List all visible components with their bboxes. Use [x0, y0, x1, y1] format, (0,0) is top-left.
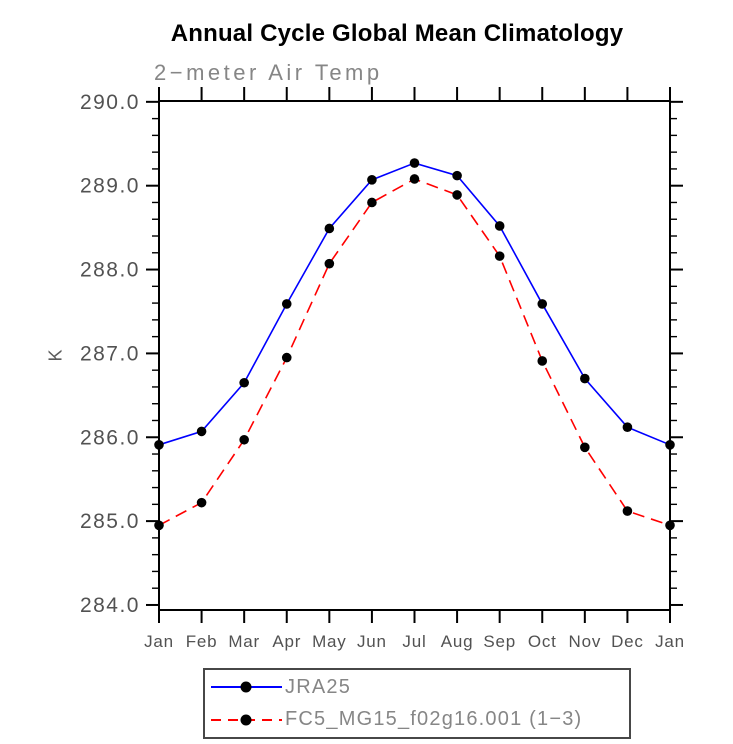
- data-point: [494, 221, 505, 231]
- x-tick-label: Apr: [272, 632, 301, 651]
- data-point: [281, 299, 292, 309]
- data-point: [665, 440, 675, 450]
- legend-label: FC5_MG15_f02g16.001 (1−3): [285, 708, 583, 731]
- x-tick-label: Sep: [483, 632, 516, 651]
- data-point: [367, 175, 377, 185]
- x-tick-label: Oct: [528, 632, 557, 651]
- y-tick-label: 284.0: [80, 594, 140, 617]
- data-point: [196, 426, 207, 437]
- data-point: [154, 520, 164, 531]
- x-tick-label: Dec: [611, 632, 644, 651]
- data-point: [537, 299, 548, 309]
- data-point: [452, 170, 462, 181]
- y-tick-label: 289.0: [80, 175, 140, 198]
- x-tick-label: Feb: [186, 632, 218, 651]
- series-line-jra25: [158, 162, 671, 446]
- data-point: [281, 352, 292, 363]
- x-tick-label: May: [312, 632, 347, 651]
- data-point: [367, 197, 377, 208]
- y-tick-label: 288.0: [80, 259, 140, 282]
- chart-subtitle: 2−meter Air Temp: [154, 60, 383, 85]
- y-tick-label: 290.0: [80, 91, 140, 114]
- x-tick-label: Aug: [441, 632, 474, 651]
- x-tick-label: Jan: [655, 632, 685, 651]
- x-tick-label: Nov: [569, 632, 602, 651]
- data-point: [622, 422, 633, 432]
- series-line-fc5-mg15-f02g16-001-1-3-: [158, 178, 671, 527]
- x-tick-label: Jul: [402, 632, 426, 651]
- data-point: [324, 258, 335, 269]
- legend-row: JRA25: [208, 672, 629, 702]
- data-point: [580, 373, 590, 384]
- legend-box: JRA25 FC5_MG15_f02g16.001 (1−3): [203, 668, 631, 739]
- data-point: [494, 251, 505, 261]
- data-point: [537, 356, 548, 366]
- data-point: [239, 377, 249, 388]
- x-tick-label: Mar: [228, 632, 260, 651]
- legend-line-sample: [211, 714, 282, 726]
- data-point: [622, 506, 633, 516]
- y-tick-label: 285.0: [80, 510, 140, 533]
- x-tick-label: Jan: [144, 632, 174, 651]
- data-point: [409, 174, 420, 184]
- legend-line-sample: [211, 681, 282, 693]
- data-point: [665, 520, 675, 531]
- legend-row: FC5_MG15_f02g16.001 (1−3): [208, 705, 629, 735]
- data-point: [409, 158, 420, 168]
- data-point: [580, 442, 590, 453]
- data-point: [324, 223, 335, 234]
- legend-label: JRA25: [285, 675, 352, 698]
- data-point: [154, 440, 164, 450]
- y-tick-label: 286.0: [80, 426, 140, 449]
- y-tick-label: 287.0: [80, 342, 140, 365]
- data-point: [196, 497, 207, 508]
- data-point: [452, 190, 462, 200]
- x-tick-label: Jun: [357, 632, 387, 651]
- chart-title: Annual Cycle Global Mean Climatology: [170, 20, 624, 47]
- data-point: [239, 434, 249, 445]
